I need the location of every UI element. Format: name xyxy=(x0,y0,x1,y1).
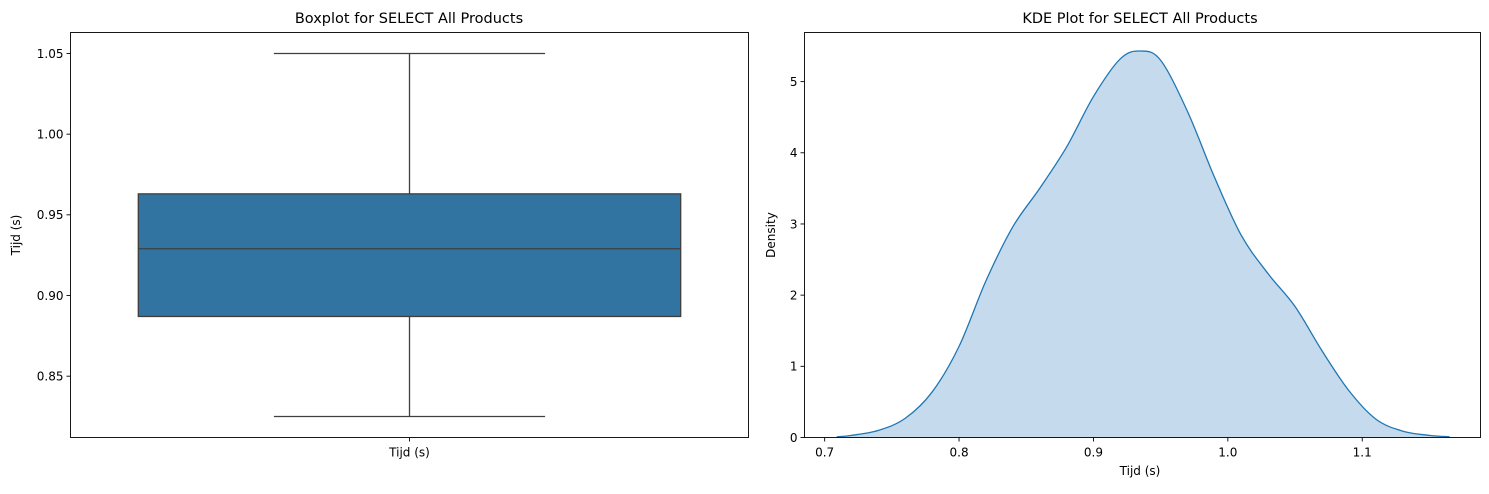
boxplot-y-axis-label: Tijd (s) xyxy=(9,215,23,257)
boxplot-plot-frame xyxy=(70,32,749,438)
y-tick-label: 0.90 xyxy=(37,289,64,303)
y-tick-label: 2 xyxy=(790,288,798,302)
y-tick-label: 4 xyxy=(790,146,798,160)
kde-plot-frame xyxy=(804,32,1481,438)
iqr-box xyxy=(137,193,682,318)
kde-density-line xyxy=(836,50,1450,438)
boxplot-marks xyxy=(137,52,682,418)
x-tick-label: 1.0 xyxy=(1218,446,1237,460)
kde-x-axis-label: Tijd (s) xyxy=(1119,464,1161,478)
y-tick-label: 0.85 xyxy=(37,369,64,383)
kde-marks xyxy=(836,50,1450,438)
kde-title: KDE Plot for SELECT All Products xyxy=(1022,11,1257,27)
boxplot-panel: Boxplot for SELECT All Products 0.85 0.90… xyxy=(9,11,749,460)
y-tick-label: 1 xyxy=(790,360,798,374)
y-tick-label: 1.05 xyxy=(37,47,64,61)
x-tick-label: 0.7 xyxy=(815,446,834,460)
y-tick-label: 0 xyxy=(790,431,798,445)
x-tick-label: 0.9 xyxy=(1084,446,1103,460)
boxplot-x-ticks: Tijd (s) xyxy=(388,437,430,460)
kde-x-ticks: 0.7 0.8 0.9 1.0 1.1 xyxy=(815,437,1372,460)
kde-y-axis-label: Density xyxy=(764,212,778,258)
y-tick-label: 0.95 xyxy=(37,208,64,222)
x-tick-label: 1.1 xyxy=(1353,446,1372,460)
x-tick-label: 0.8 xyxy=(950,446,969,460)
kde-y-ticks: 0 1 2 3 4 5 xyxy=(790,75,805,445)
boxplot-y-ticks: 0.85 0.90 0.95 1.00 1.05 xyxy=(37,47,71,383)
y-tick-label: 5 xyxy=(790,75,798,89)
x-tick-label: Tijd (s) xyxy=(388,446,430,460)
boxplot-title: Boxplot for SELECT All Products xyxy=(295,11,523,27)
kde-panel: KDE Plot for SELECT All Products 012345 … xyxy=(764,11,1481,478)
y-tick-label: 3 xyxy=(790,217,798,231)
y-tick-label: 1.00 xyxy=(37,127,64,141)
kde-density-fill xyxy=(836,50,1450,438)
